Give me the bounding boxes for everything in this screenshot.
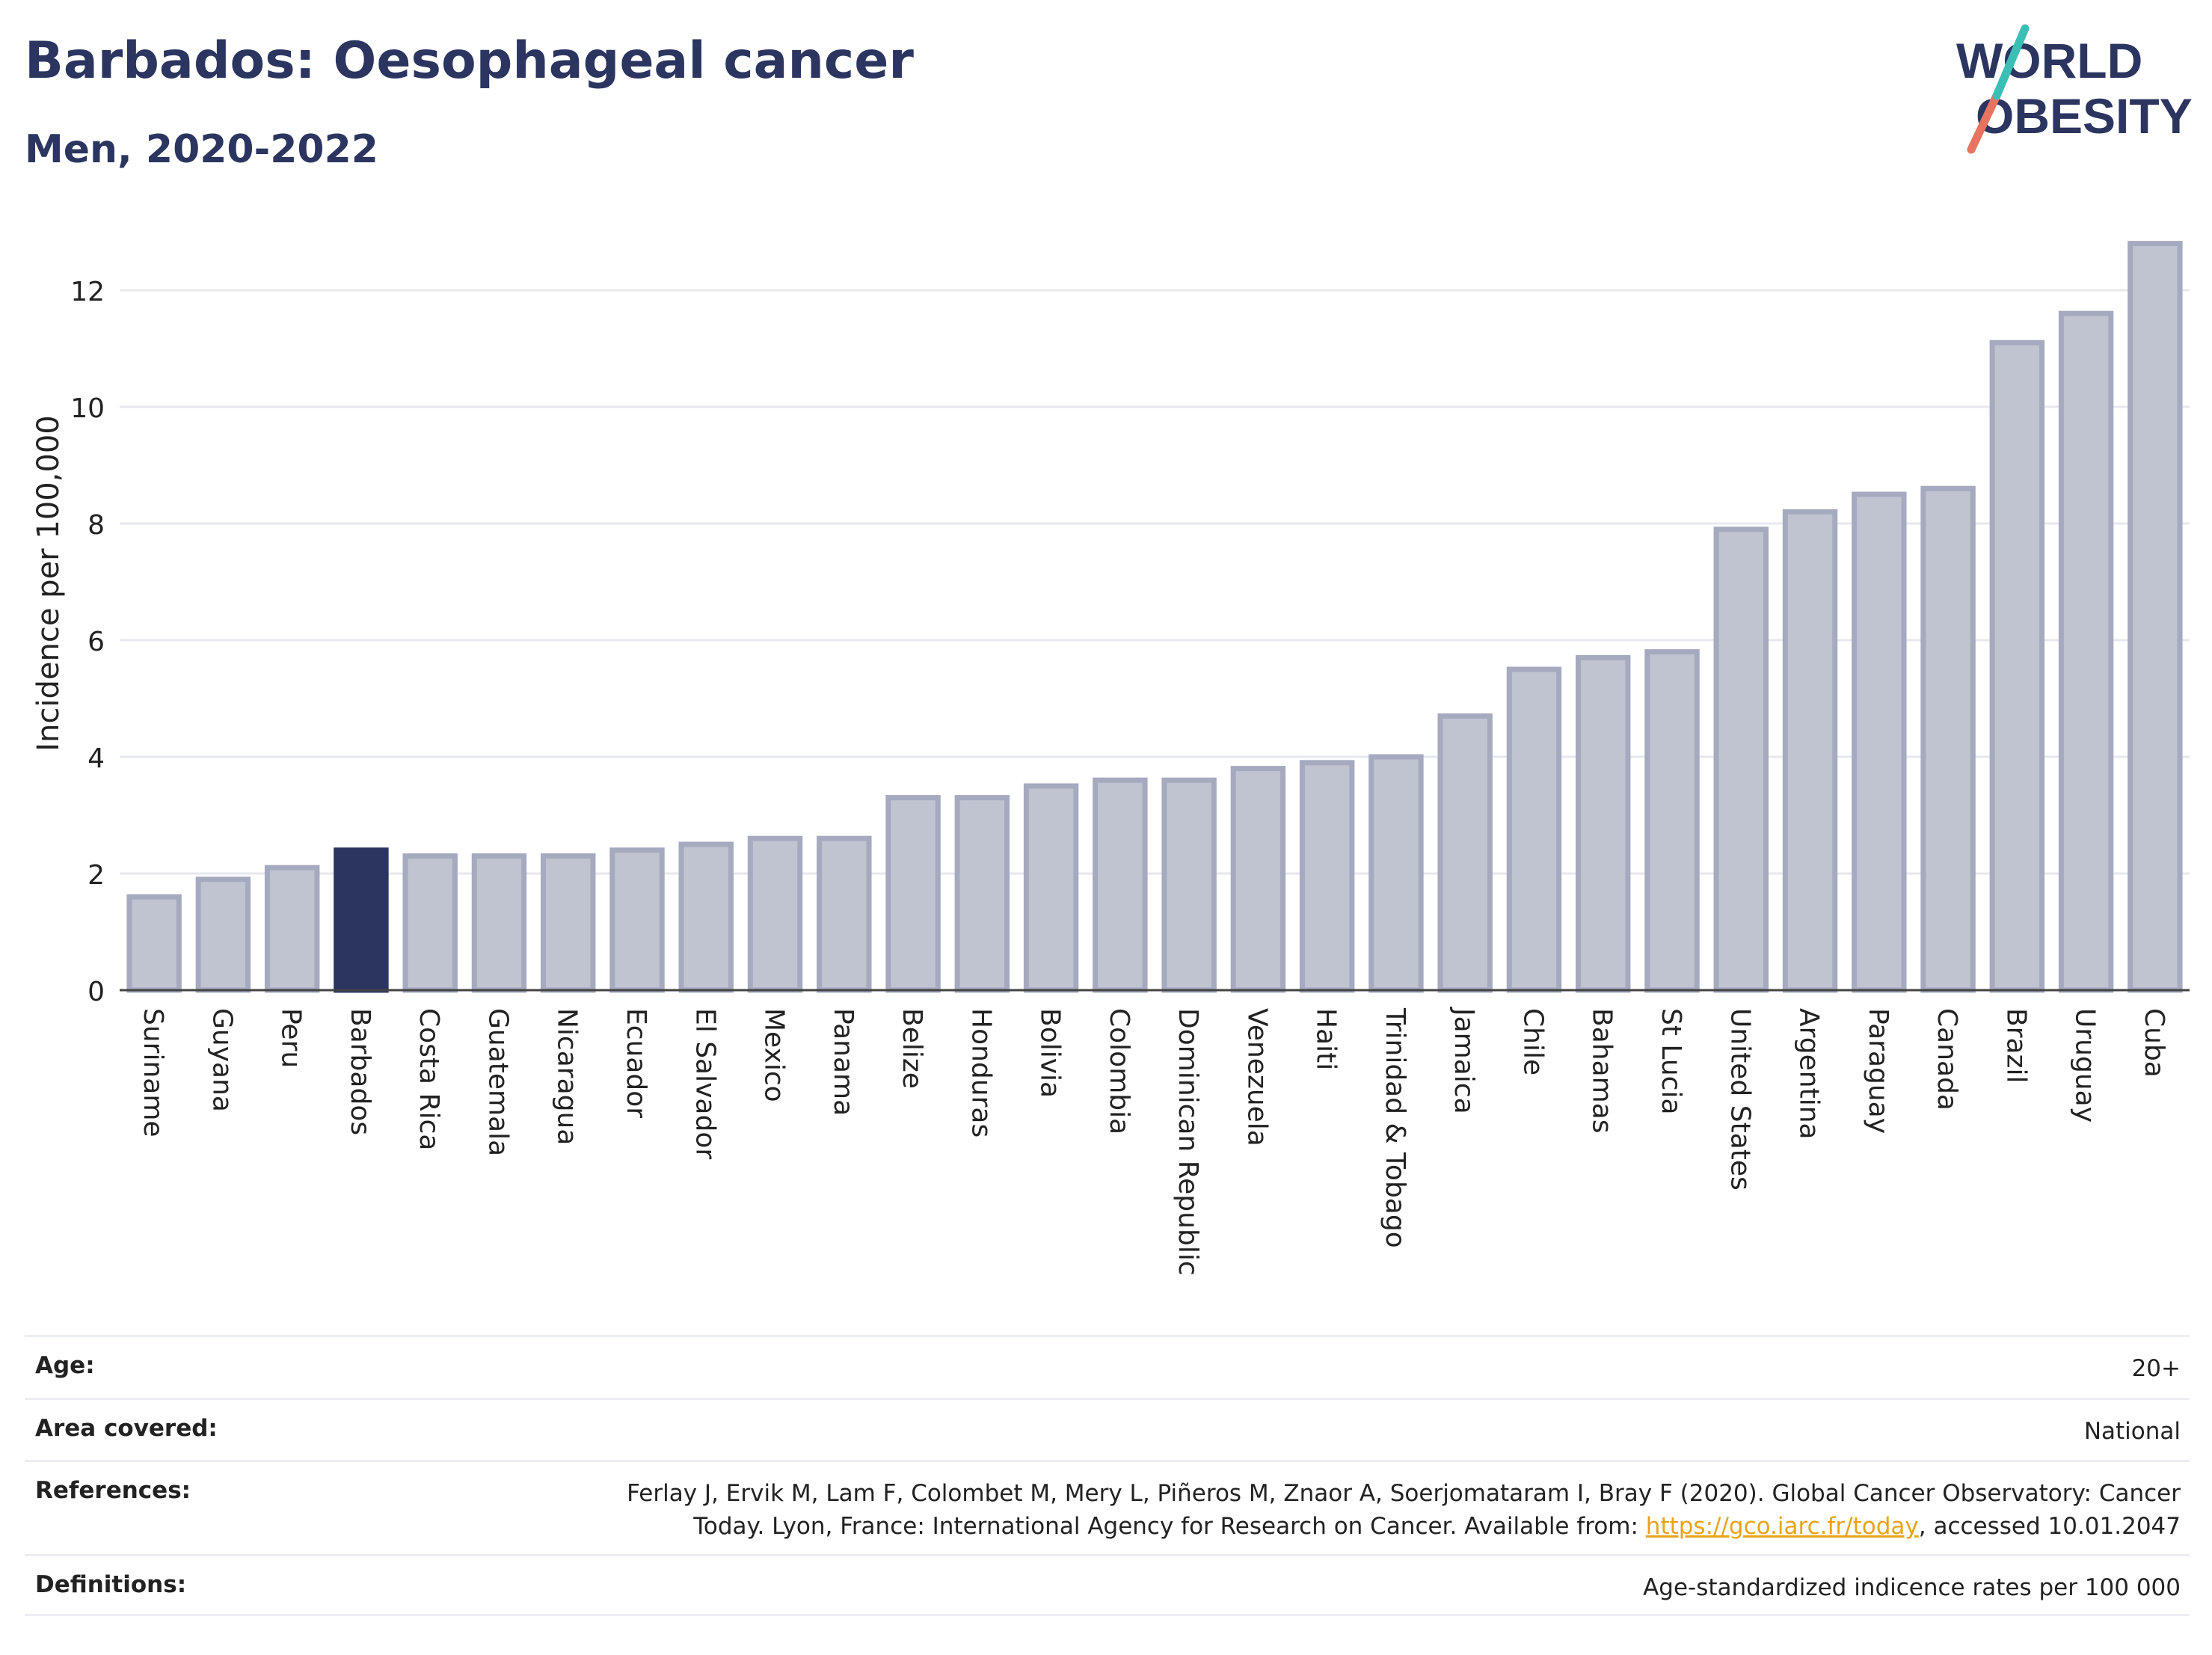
x-tick-label: Dominican Republic [1173, 1008, 1203, 1276]
bar-canada [1920, 485, 1976, 993]
y-tick-label: 2 [87, 860, 105, 891]
x-tick-label: United States [1724, 1008, 1755, 1191]
page-title: Barbados: Oesophageal cancer [25, 31, 914, 90]
age-value: 20+ [2131, 1355, 2181, 1382]
x-tick-label: Jamaica [1448, 1007, 1479, 1114]
bar-venezuela [1230, 766, 1286, 993]
x-tick-label: St Lucia [1656, 1008, 1686, 1115]
logo-line2: OBESITY [1976, 88, 2193, 144]
bar-ecuador [609, 847, 665, 993]
x-tick-label: El Salvador [689, 1008, 720, 1159]
x-tick-label: Argentina [1794, 1008, 1825, 1140]
age-row: Age: 20+ [25, 1335, 2190, 1398]
x-tick-label: Guatemala [482, 1008, 513, 1156]
bar-mexico [747, 835, 803, 993]
age-label: Age: [35, 1352, 95, 1379]
y-tick-label: 0 [87, 977, 105, 1007]
x-tick-label: Venezuela [1241, 1008, 1272, 1146]
y-tick-label: 8 [87, 510, 105, 541]
bar-barbados [334, 847, 389, 993]
page-subtitle: Men, 2020-2022 [25, 127, 378, 172]
x-tick-label: Canada [1932, 1008, 1962, 1111]
bar-brazil [1989, 340, 2045, 993]
x-tick-label: Costa Rica [414, 1008, 444, 1150]
bar-chart: 0 2 4 6 8 10 12 Suriname Guyana Peru Barbados Costa… [31, 241, 2190, 1276]
x-tick-label: Uruguay [2070, 1008, 2101, 1123]
x-tick-label: Haiti [1311, 1008, 1342, 1070]
x-tick-label: Guyana [206, 1008, 237, 1112]
bar-haiti [1299, 760, 1355, 993]
x-tick-label: Bolivia [1035, 1008, 1066, 1098]
bar-panama [817, 835, 872, 993]
bar-paraguay [1852, 491, 1907, 993]
bar-jamaica [1437, 713, 1493, 993]
bar-united-states [1713, 526, 1769, 993]
x-tick-label: Panama [828, 1008, 858, 1116]
bar-guatemala [471, 853, 527, 993]
definitions-row: Definitions: Age-standardized indicence … [25, 1554, 2190, 1616]
x-tick-label: Colombia [1104, 1008, 1134, 1134]
bar-trinidad-tobago [1368, 754, 1424, 993]
references-row: References: Ferlay J, Ervik M, Lam F, Co… [25, 1460, 2190, 1554]
x-tick-label: Chile [1517, 1008, 1548, 1075]
references-label: References: [35, 1477, 191, 1504]
bar-bolivia [1023, 783, 1079, 993]
x-tick-label: Barbados [345, 1008, 375, 1135]
y-tick-label: 10 [70, 393, 105, 424]
bar-cuba [2127, 241, 2183, 993]
x-tick-label: Bahamas [1587, 1008, 1617, 1134]
x-tick-label: Mexico [759, 1008, 790, 1102]
x-tick-label: Paraguay [1863, 1008, 1893, 1134]
bar-uruguay [2058, 310, 2114, 993]
area-value: National [2083, 1418, 2181, 1445]
definitions-value: Age-standardized indicence rates per 100… [1643, 1574, 2181, 1601]
references-line1: Ferlay J, Ervik M, Lam F, Colombet M, Me… [627, 1480, 2181, 1507]
logo-line1: WORLD [1956, 33, 2142, 88]
bar-argentina [1782, 509, 1838, 993]
bar-belize [885, 795, 941, 993]
bar-nicaragua [541, 853, 596, 993]
y-tick-label: 12 [70, 277, 105, 307]
bar-honduras [954, 795, 1010, 993]
references-value: Ferlay J, Ervik M, Lam F, Colombet M, Me… [627, 1477, 2181, 1543]
x-tick-label: Trinidad & Tobago [1380, 1007, 1410, 1248]
bar-st-lucia [1644, 649, 1700, 993]
x-tick-label: Belize [897, 1008, 927, 1089]
references-line2-end: , accessed 10.01.2047 [1918, 1513, 2181, 1540]
world-obesity-logo: WORLD OBESITY [1956, 24, 2193, 154]
x-tick-label: Honduras [965, 1008, 996, 1137]
area-label: Area covered: [35, 1415, 218, 1442]
definitions-label: Definitions: [35, 1571, 187, 1598]
bar-peru [264, 865, 320, 993]
references-line2: Today. Lyon, France: International Agenc… [693, 1513, 1646, 1540]
bar-costa-rica [402, 853, 458, 993]
x-tick-label: Cuba [2139, 1008, 2169, 1078]
bar-colombia [1093, 777, 1148, 993]
y-tick-label: 6 [87, 627, 105, 657]
y-tick-label: 4 [87, 743, 105, 774]
bar-dominican-republic [1161, 777, 1217, 993]
bar-bahamas [1576, 654, 1631, 993]
x-tick-label: Suriname [138, 1008, 168, 1137]
x-tick-label: Ecuador [621, 1008, 651, 1118]
bar-suriname [126, 894, 182, 993]
bar-el-salvador [678, 841, 734, 993]
bar-guyana [195, 876, 251, 993]
area-row: Area covered: National [25, 1398, 2190, 1460]
x-tick-label: Brazil [2000, 1008, 2031, 1083]
bar-chile [1506, 666, 1562, 993]
y-axis-label: Incidence per 100,000 [31, 415, 66, 752]
x-tick-label: Nicaragua [552, 1008, 583, 1145]
info-table: Age: 20+ Area covered: National Referenc… [25, 1335, 2190, 1616]
references-link[interactable]: https://gco.iarc.fr/today [1645, 1513, 1919, 1540]
x-tick-label: Peru [276, 1008, 307, 1068]
